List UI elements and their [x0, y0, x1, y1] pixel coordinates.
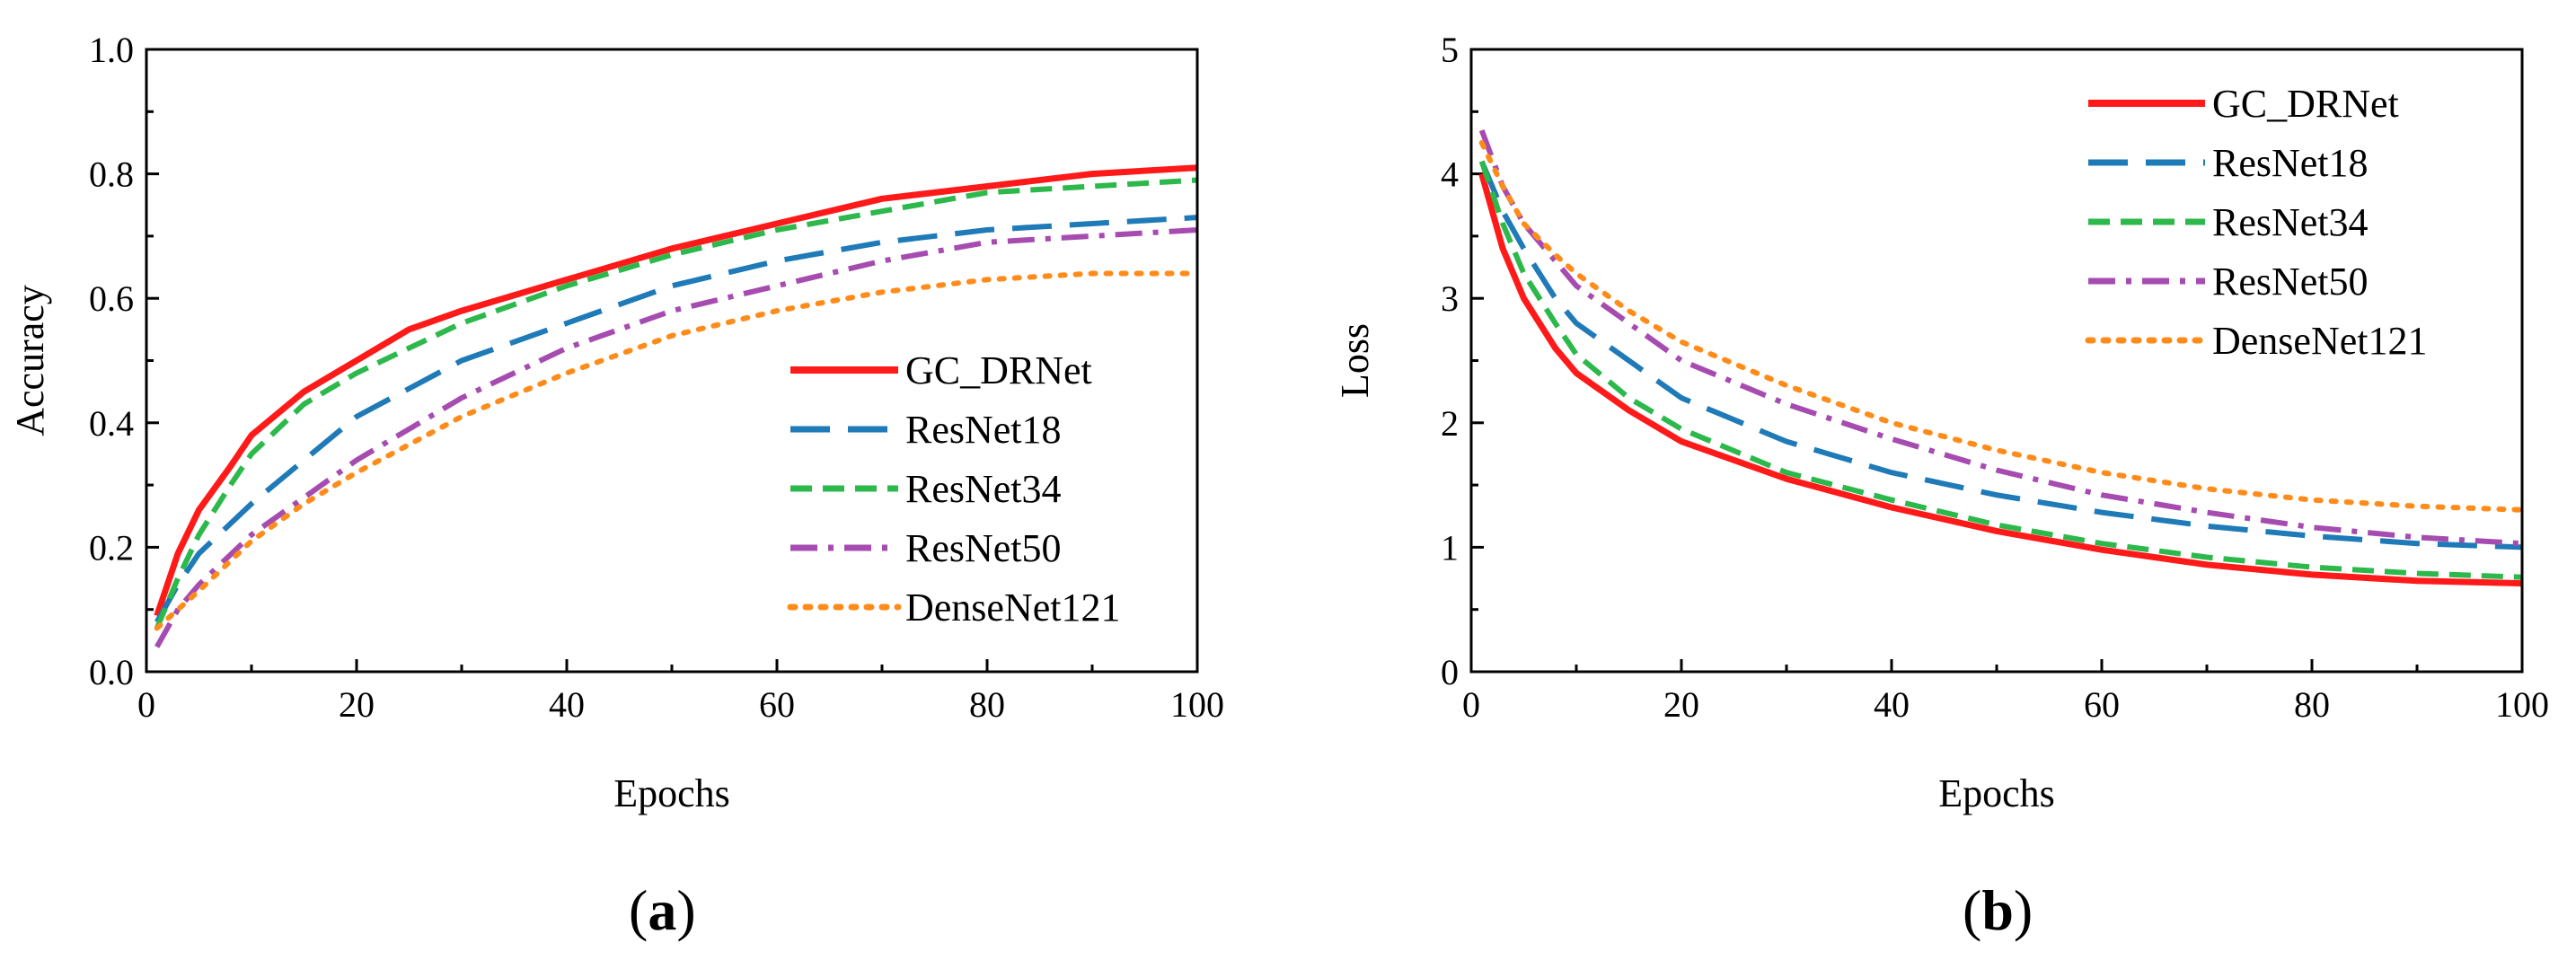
y-tick-label: 0.2	[89, 527, 134, 568]
x-tick-label: 60	[2084, 684, 2120, 725]
legend-label: GC_DRNet	[2212, 82, 2399, 126]
x-tick-label: 80	[969, 684, 1005, 725]
chart-a: 0 20 40 60 80 100 0.0 0.2 0.4 0.6 0.8 1.0 GC_DRNet Re…	[8, 30, 1224, 942]
y-tick-label: 5	[1441, 30, 1459, 70]
plot-frame	[1469, 48, 2524, 674]
series-line-resnet18	[154, 215, 1197, 624]
series-line-resnet34	[154, 177, 1197, 630]
x-axis-label: Epochs	[1938, 771, 2055, 815]
x-tick-label: 40	[1874, 684, 1910, 725]
x-tick-label: 80	[2294, 684, 2330, 725]
x-axis-label: Epochs	[613, 771, 730, 815]
x-tick-label: 0	[137, 684, 155, 725]
series-line-gc-drnet	[1478, 172, 2522, 587]
legend-label: ResNet18	[2212, 141, 2369, 185]
y-tick-label: 0.6	[89, 278, 134, 319]
legend-label: ResNet34	[905, 467, 1062, 511]
legend-label: DenseNet121	[905, 586, 1121, 630]
legend-label: ResNet50	[2212, 260, 2369, 304]
y-axis-label: Accuracy	[8, 285, 52, 436]
y-tick-label: 1	[1441, 527, 1459, 568]
legend-label: DenseNet121	[2212, 319, 2428, 363]
series-line-densenet121	[1478, 140, 2522, 513]
x-tick-label: 20	[1663, 684, 1699, 725]
chart-b: 0 20 40 60 80 100 0 1 2 3 4 5 GC_DRNet ResNet18 ResNet…	[1333, 30, 2549, 942]
series-line-resnet50	[154, 227, 1197, 648]
legend-label: ResNet50	[905, 526, 1062, 570]
series-line-gc-drnet	[154, 164, 1197, 617]
y-tick-label: 4	[1441, 154, 1459, 195]
legend: GC_DRNet ResNet18 ResNet34 ResNet50 DenseNet…	[2085, 82, 2428, 363]
x-tick-label: 20	[339, 684, 375, 725]
y-tick-label: 0.8	[89, 154, 134, 195]
x-tick-label: 40	[549, 684, 585, 725]
x-tick-label: 60	[759, 684, 795, 725]
x-tick-label: 100	[2495, 684, 2549, 725]
y-tick-label: 0.0	[89, 652, 134, 692]
legend-label: ResNet18	[905, 408, 1062, 452]
y-tick-label: 0.4	[89, 403, 134, 444]
y-tick-label: 1.0	[89, 30, 134, 70]
series-line-densenet121	[154, 270, 1197, 631]
y-tick-label: 0	[1441, 652, 1459, 692]
panel-label: (a)	[629, 878, 696, 942]
series-line-resnet34	[1478, 160, 2522, 580]
plot-frame	[145, 48, 1199, 674]
legend: GC_DRNet ResNet18 ResNet34 ResNet50 DenseNet…	[787, 348, 1121, 630]
x-tick-label: 100	[1170, 684, 1224, 725]
y-tick-label: 2	[1441, 403, 1459, 444]
x-tick-label: 0	[1462, 684, 1480, 725]
y-tick-label: 3	[1441, 278, 1459, 319]
legend-label: GC_DRNet	[905, 348, 1092, 392]
panel-label: (b)	[1963, 878, 2033, 942]
legend-label: ResNet34	[2212, 200, 2369, 244]
series-line-resnet18	[1478, 160, 2522, 550]
y-axis-label: Loss	[1333, 323, 1377, 398]
